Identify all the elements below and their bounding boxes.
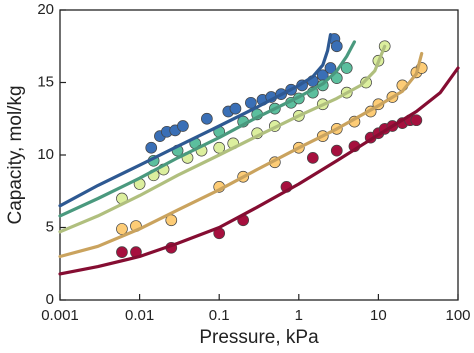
x-tick-label: 1 (295, 307, 303, 324)
point (410, 114, 423, 127)
point (306, 152, 319, 164)
point (360, 76, 372, 89)
y-tick-label: 0 (46, 291, 54, 308)
y-tick-label: 5 (46, 218, 54, 235)
point (201, 112, 213, 125)
fit-line (58, 66, 460, 276)
fit-line (58, 44, 387, 234)
x-tick-label: 0.1 (209, 307, 230, 324)
point (340, 62, 353, 74)
x-tick-label: 10 (370, 307, 387, 324)
y-tick-label: 10 (37, 146, 54, 163)
point (116, 246, 128, 258)
fit-line (58, 40, 356, 218)
x-tick-label: 0.01 (125, 307, 154, 324)
point (324, 62, 337, 74)
point (145, 141, 158, 154)
x-tick-label: 0.001 (41, 307, 79, 324)
y-tick-label: 20 (37, 1, 54, 18)
fit-line (58, 51, 424, 259)
y-axis-label: Capacity, mol/kg (5, 85, 26, 224)
point (330, 144, 343, 157)
point (245, 96, 257, 109)
point (116, 223, 128, 235)
x-axis-label: Pressure, kPa (199, 327, 319, 348)
point (330, 40, 343, 53)
fit-line (58, 33, 333, 208)
y-tick-label: 15 (37, 73, 54, 90)
x-tick-label: 100 (445, 307, 470, 324)
point (177, 120, 189, 132)
point (229, 102, 242, 115)
